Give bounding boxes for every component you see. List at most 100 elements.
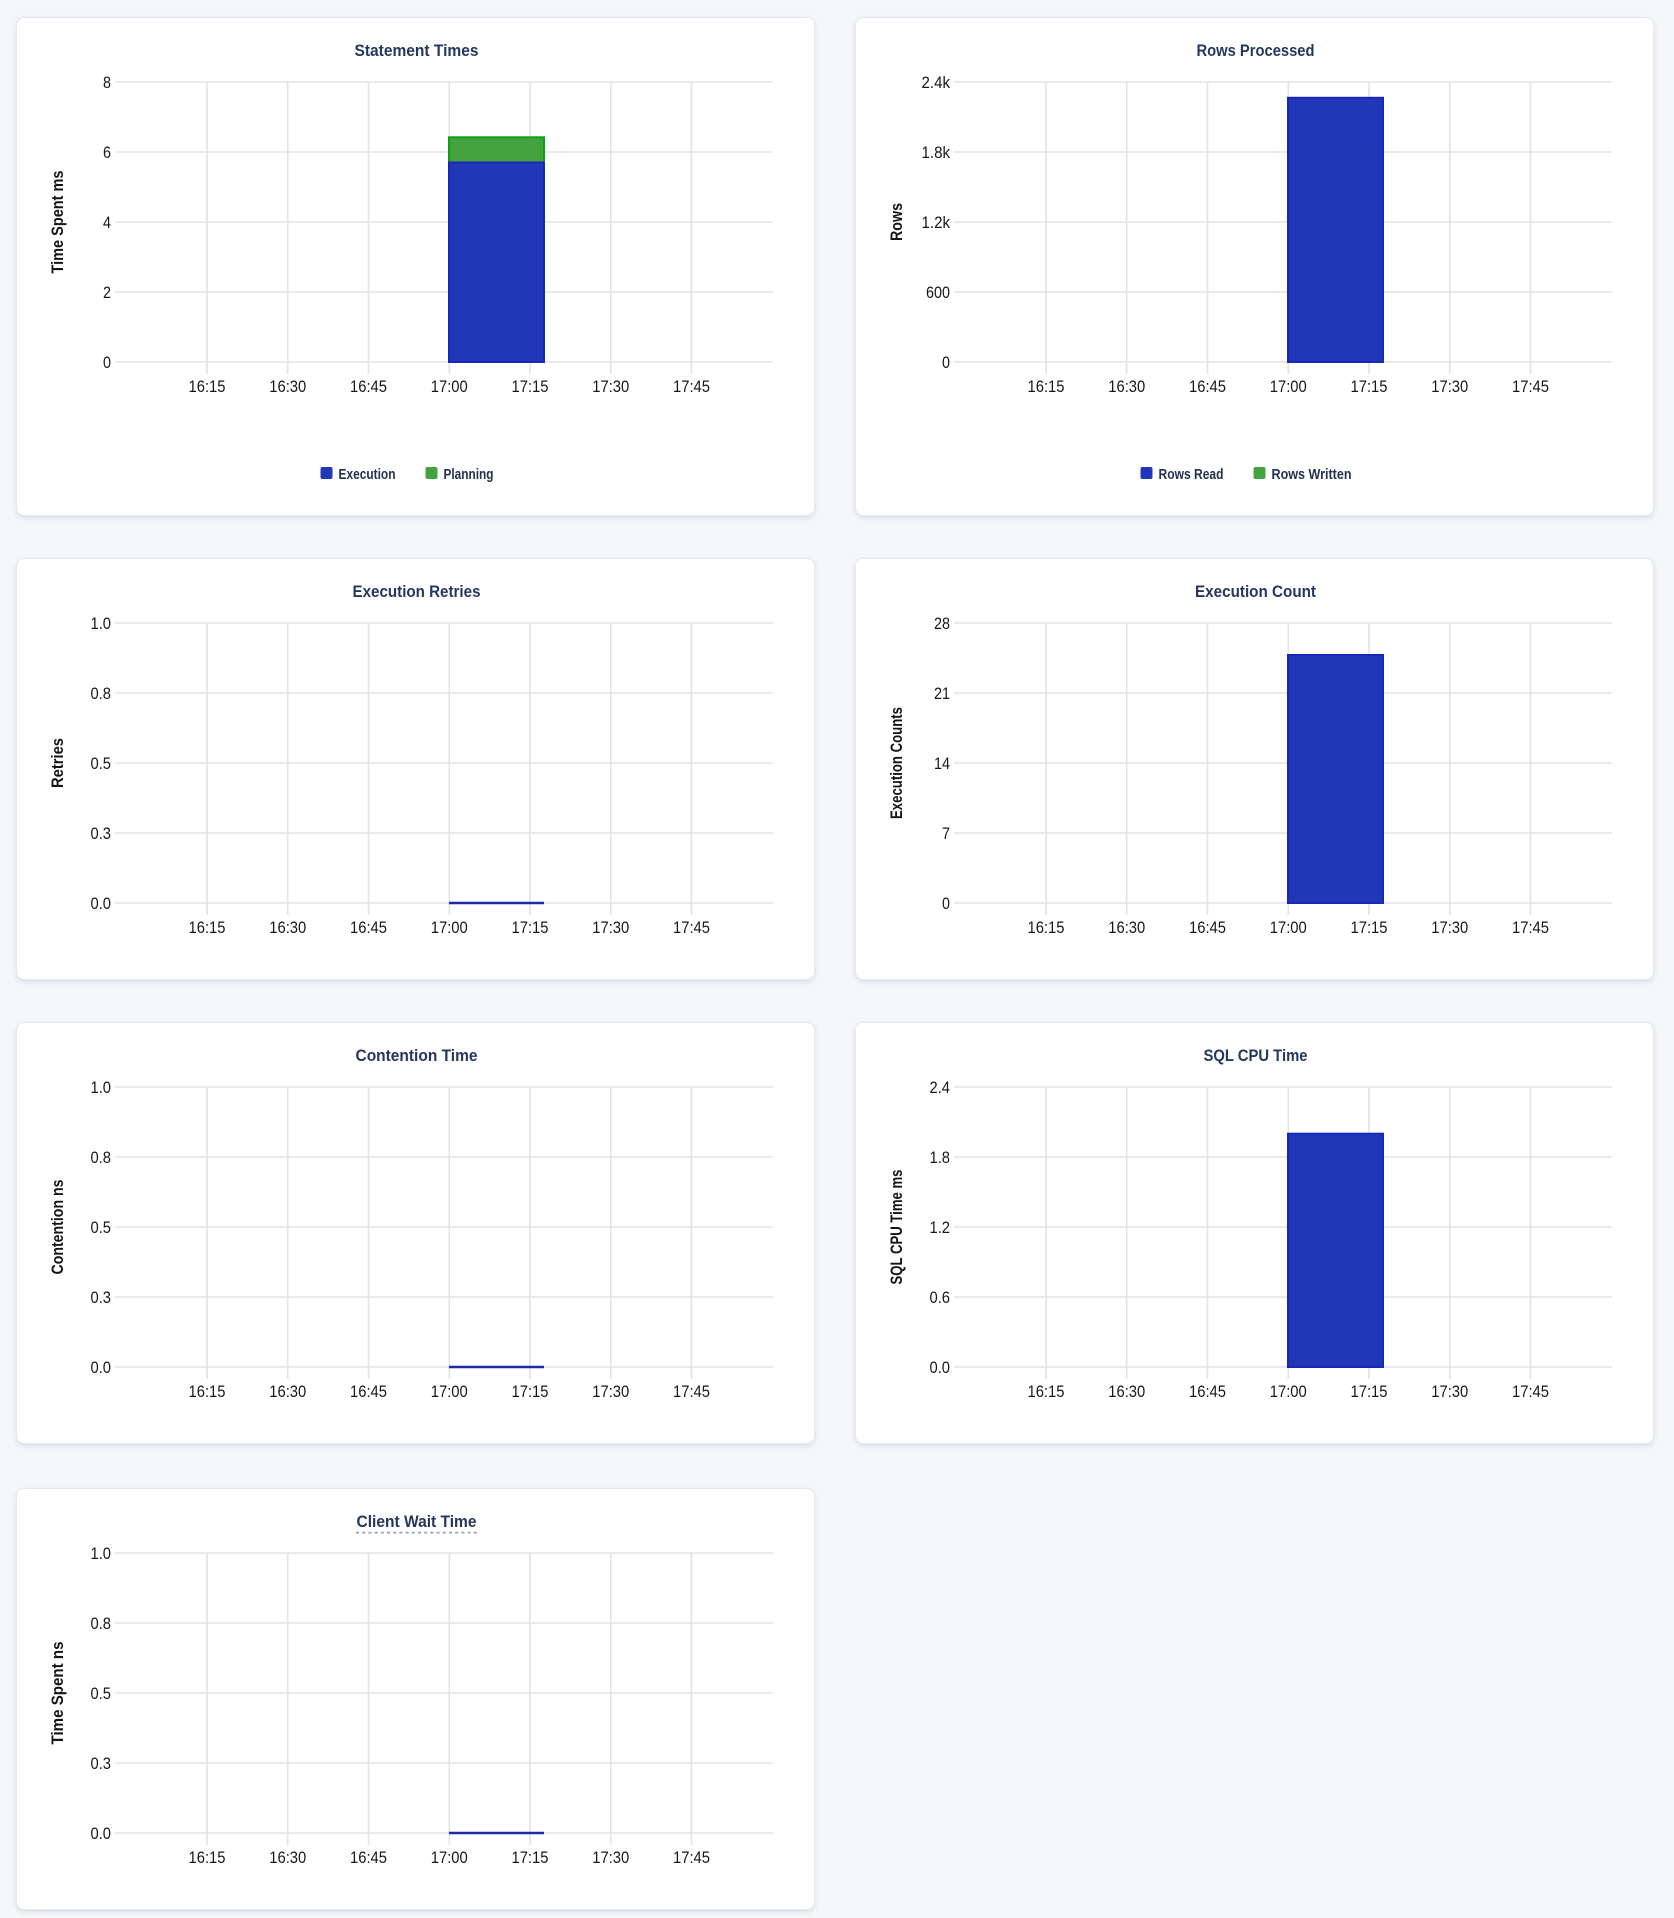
svg-text:0.6: 0.6 — [930, 1288, 951, 1307]
svg-text:16:15: 16:15 — [1028, 1382, 1065, 1401]
svg-text:17:15: 17:15 — [512, 377, 549, 396]
svg-text:17:15: 17:15 — [512, 1382, 549, 1401]
svg-text:16:15: 16:15 — [189, 1382, 226, 1401]
svg-text:17:00: 17:00 — [1270, 377, 1307, 396]
svg-text:0.8: 0.8 — [91, 1148, 112, 1167]
svg-text:0: 0 — [942, 894, 950, 913]
svg-text:17:15: 17:15 — [512, 918, 549, 937]
svg-text:Execution Counts: Execution Counts — [887, 707, 906, 819]
svg-text:16:30: 16:30 — [269, 1382, 306, 1401]
svg-text:0.3: 0.3 — [91, 1754, 112, 1773]
svg-text:Rows Processed: Rows Processed — [1197, 41, 1315, 60]
svg-text:17:15: 17:15 — [512, 1848, 549, 1867]
svg-text:17:15: 17:15 — [1351, 377, 1388, 396]
svg-text:16:30: 16:30 — [269, 918, 306, 937]
svg-text:SQL CPU Time ms: SQL CPU Time ms — [887, 1170, 906, 1285]
svg-text:17:00: 17:00 — [431, 1382, 468, 1401]
svg-text:16:30: 16:30 — [269, 1848, 306, 1867]
svg-text:16:30: 16:30 — [269, 377, 306, 396]
svg-text:0.0: 0.0 — [91, 894, 112, 913]
svg-text:16:45: 16:45 — [1189, 377, 1226, 396]
svg-text:16:45: 16:45 — [1189, 918, 1226, 937]
svg-text:7: 7 — [942, 824, 950, 843]
svg-text:2.4: 2.4 — [930, 1078, 951, 1097]
svg-text:0.8: 0.8 — [91, 684, 112, 703]
svg-text:1.2k: 1.2k — [922, 213, 951, 232]
svg-text:0.3: 0.3 — [91, 1288, 112, 1307]
svg-text:16:45: 16:45 — [350, 377, 387, 396]
svg-text:Rows: Rows — [887, 203, 906, 241]
svg-text:2: 2 — [103, 283, 111, 302]
svg-text:Planning: Planning — [444, 466, 494, 483]
svg-text:16:15: 16:15 — [189, 1848, 226, 1867]
svg-text:17:45: 17:45 — [1512, 377, 1549, 396]
svg-text:0.3: 0.3 — [91, 824, 112, 843]
svg-text:1.2: 1.2 — [930, 1218, 951, 1237]
svg-text:17:45: 17:45 — [1512, 1382, 1549, 1401]
svg-text:17:00: 17:00 — [1270, 918, 1307, 937]
svg-text:600: 600 — [926, 283, 950, 302]
svg-text:17:30: 17:30 — [592, 1382, 629, 1401]
svg-text:17:30: 17:30 — [592, 918, 629, 937]
svg-text:Execution Count: Execution Count — [1195, 582, 1316, 601]
svg-text:16:45: 16:45 — [350, 918, 387, 937]
svg-text:0.0: 0.0 — [91, 1824, 112, 1843]
svg-text:1.0: 1.0 — [91, 1544, 112, 1563]
svg-text:16:45: 16:45 — [350, 1382, 387, 1401]
svg-text:8: 8 — [103, 73, 111, 92]
svg-text:6: 6 — [103, 143, 111, 162]
svg-text:Time Spent ms: Time Spent ms — [48, 171, 67, 274]
svg-text:Rows Read: Rows Read — [1159, 466, 1224, 483]
svg-text:16:45: 16:45 — [350, 1848, 387, 1867]
svg-text:0.0: 0.0 — [91, 1358, 112, 1377]
svg-text:16:45: 16:45 — [1189, 1382, 1226, 1401]
svg-text:17:15: 17:15 — [1351, 1382, 1388, 1401]
svg-text:Execution Retries: Execution Retries — [353, 582, 481, 601]
svg-text:28: 28 — [934, 614, 950, 633]
svg-text:Contention Time: Contention Time — [356, 1046, 478, 1065]
svg-text:0.8: 0.8 — [91, 1614, 112, 1633]
svg-text:17:00: 17:00 — [431, 918, 468, 937]
svg-text:17:30: 17:30 — [592, 377, 629, 396]
svg-text:17:30: 17:30 — [1431, 377, 1468, 396]
svg-text:17:00: 17:00 — [431, 377, 468, 396]
svg-text:14: 14 — [934, 754, 950, 773]
svg-text:4: 4 — [103, 213, 111, 232]
svg-text:1.0: 1.0 — [91, 1078, 112, 1097]
svg-text:17:45: 17:45 — [673, 1382, 710, 1401]
svg-text:Rows Written: Rows Written — [1272, 466, 1352, 483]
svg-text:17:00: 17:00 — [1270, 1382, 1307, 1401]
svg-text:1.8: 1.8 — [930, 1148, 951, 1167]
svg-text:17:45: 17:45 — [673, 1848, 710, 1867]
svg-text:Client Wait Time: Client Wait Time — [357, 1512, 477, 1531]
svg-text:16:15: 16:15 — [189, 918, 226, 937]
svg-text:21: 21 — [934, 684, 950, 703]
svg-text:Time Spent ns: Time Spent ns — [48, 1642, 67, 1745]
svg-text:Statement Times: Statement Times — [355, 41, 479, 60]
svg-text:17:15: 17:15 — [1351, 918, 1388, 937]
svg-text:16:30: 16:30 — [1108, 1382, 1145, 1401]
svg-text:0: 0 — [103, 353, 111, 372]
svg-text:16:30: 16:30 — [1108, 918, 1145, 937]
svg-text:17:30: 17:30 — [1431, 918, 1468, 937]
svg-text:Contention ns: Contention ns — [48, 1180, 67, 1275]
svg-text:Retries: Retries — [48, 738, 67, 788]
svg-text:0: 0 — [942, 353, 950, 372]
svg-text:0.5: 0.5 — [91, 1218, 112, 1237]
svg-text:17:45: 17:45 — [1512, 918, 1549, 937]
svg-text:17:30: 17:30 — [1431, 1382, 1468, 1401]
svg-text:0.5: 0.5 — [91, 754, 112, 773]
svg-text:16:15: 16:15 — [1028, 918, 1065, 937]
svg-text:16:30: 16:30 — [1108, 377, 1145, 396]
svg-text:17:00: 17:00 — [431, 1848, 468, 1867]
svg-text:17:45: 17:45 — [673, 918, 710, 937]
svg-text:17:30: 17:30 — [592, 1848, 629, 1867]
svg-text:SQL CPU Time: SQL CPU Time — [1204, 1046, 1308, 1065]
svg-text:16:15: 16:15 — [1028, 377, 1065, 396]
svg-text:16:15: 16:15 — [189, 377, 226, 396]
svg-text:0.5: 0.5 — [91, 1684, 112, 1703]
svg-text:17:45: 17:45 — [673, 377, 710, 396]
svg-text:1.8k: 1.8k — [922, 143, 951, 162]
svg-text:2.4k: 2.4k — [922, 73, 951, 92]
svg-text:0.0: 0.0 — [930, 1358, 951, 1377]
